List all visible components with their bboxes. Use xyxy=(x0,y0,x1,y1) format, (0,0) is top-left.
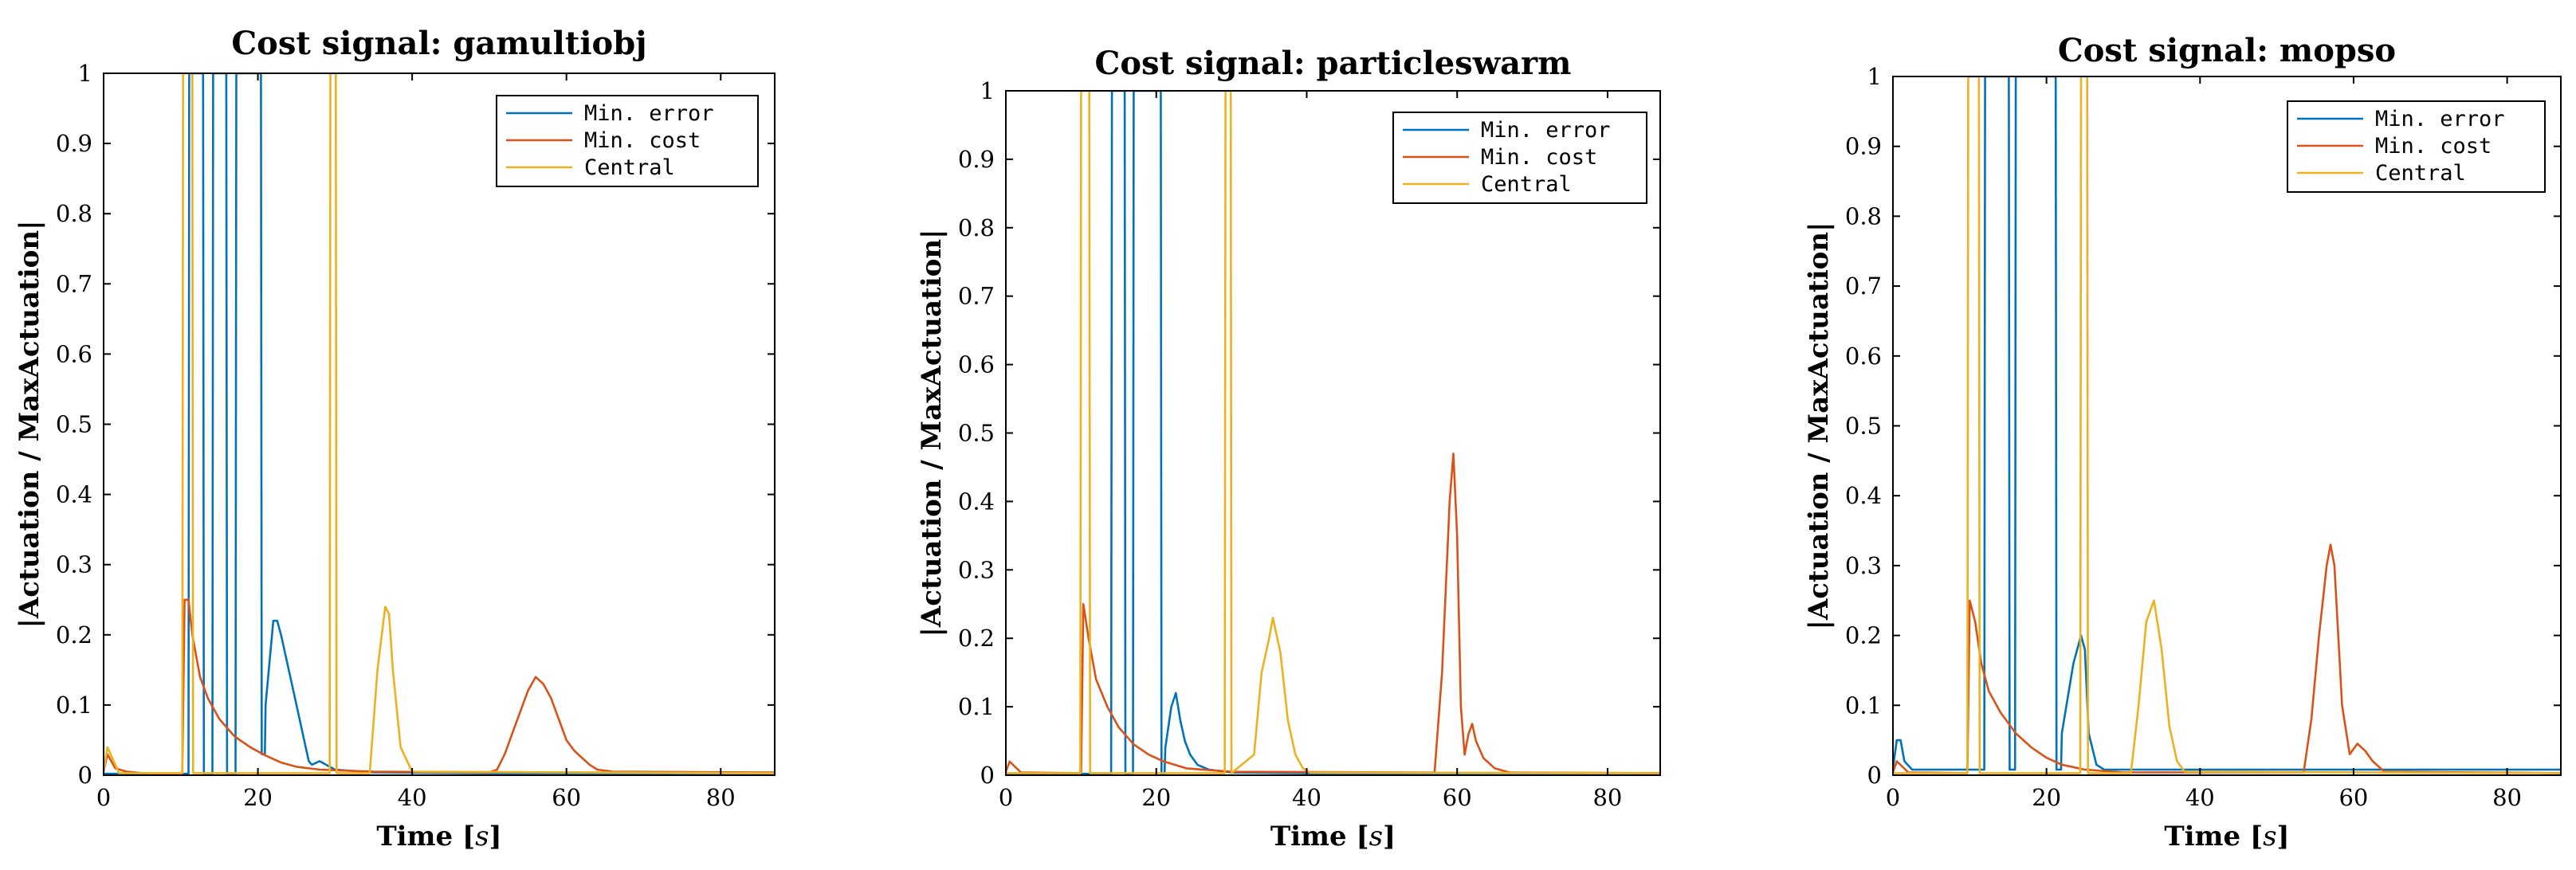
x-tick-label: 0 xyxy=(999,784,1013,811)
y-tick-label: 0.5 xyxy=(958,420,995,447)
x-axis-label: Time [s] xyxy=(1270,821,1396,852)
legend-label-0: Min. error xyxy=(584,101,714,126)
y-tick-label: 0.4 xyxy=(1845,482,1882,509)
y-tick-label: 0.2 xyxy=(958,625,995,652)
y-axis-label: |Actuation / MaxActuation| xyxy=(916,229,948,637)
plot-area xyxy=(1893,76,2561,775)
y-tick-label: 0.6 xyxy=(56,340,92,367)
y-tick-label: 0 xyxy=(1867,762,1882,789)
plot-area xyxy=(104,73,775,775)
x-axis-unit: s xyxy=(1369,821,1383,852)
chart-title: Cost signal: gamultiobj xyxy=(231,25,646,62)
y-tick-label: 0.5 xyxy=(56,411,92,438)
x-tick-label: 0 xyxy=(96,784,111,811)
y-tick-label: 0.2 xyxy=(56,621,92,649)
x-tick-label: 80 xyxy=(1592,784,1622,811)
y-tick-label: 0.6 xyxy=(1845,343,1882,370)
y-tick-label: 0.1 xyxy=(958,693,995,720)
x-tick-label: 60 xyxy=(1443,784,1472,811)
y-tick-label: 0.3 xyxy=(958,556,995,583)
series-group xyxy=(104,73,775,775)
y-tick-label: 0.9 xyxy=(1845,133,1882,160)
series-line-2 xyxy=(104,73,775,774)
series-line-0 xyxy=(1893,76,2561,771)
x-tick-label: 60 xyxy=(2338,784,2368,811)
y-axis-label: |Actuation / MaxActuation| xyxy=(14,221,45,629)
y-tick-label: 0.3 xyxy=(56,551,92,578)
legend-label-1: Min. cost xyxy=(584,128,701,153)
legend-label-2: Central xyxy=(1481,172,1572,197)
y-tick-label: 1 xyxy=(980,77,995,104)
x-tick-label: 80 xyxy=(2492,784,2522,811)
y-tick-label: 0 xyxy=(78,762,92,789)
series-line-2 xyxy=(1006,91,1660,774)
x-tick-label: 40 xyxy=(2185,784,2215,811)
chart-title: Cost signal: mopso xyxy=(2058,32,2396,69)
x-tick-label: 80 xyxy=(706,784,736,811)
x-tick-label: 20 xyxy=(1141,784,1171,811)
legend-label-1: Min. cost xyxy=(1481,145,1597,170)
y-tick-label: 0.2 xyxy=(1845,622,1882,649)
y-tick-label: 0.7 xyxy=(1845,272,1882,300)
y-tick-label: 1 xyxy=(1867,63,1882,90)
y-tick-label: 0.8 xyxy=(1845,202,1882,229)
x-tick-label: 20 xyxy=(2032,784,2061,811)
y-tick-label: 0.1 xyxy=(56,692,92,719)
plot-area xyxy=(1006,91,1660,775)
x-tick-label: 40 xyxy=(1292,784,1321,811)
chart-2: 0 0.1 0.2 0.3 0.4 0.5 0.6 0.7 0.8 0.9 1 0 20 40 60 80 Co… xyxy=(1803,32,2562,852)
y-tick-label: 0.3 xyxy=(1845,552,1882,579)
y-tick-label: 0.9 xyxy=(56,130,92,157)
y-tick-label: 0.9 xyxy=(958,146,995,173)
x-axis-label: Time [s] xyxy=(2164,821,2289,852)
y-tick-label: 0.1 xyxy=(1845,692,1882,719)
chart-1: 0 0.1 0.2 0.3 0.4 0.5 0.6 0.7 0.8 0.9 1 0 20 40 60 80 Co… xyxy=(916,45,1661,852)
x-axis-label: Time [s] xyxy=(376,821,501,852)
legend-label-0: Min. error xyxy=(1481,118,1611,143)
x-axis-unit: s xyxy=(2263,821,2276,852)
series-group xyxy=(1893,76,2561,774)
legend-label-0: Min. error xyxy=(2375,107,2505,131)
x-tick-label: 40 xyxy=(398,784,427,811)
y-tick-label: 0.7 xyxy=(56,270,92,297)
y-axis-label: |Actuation / MaxActuation| xyxy=(1803,222,1835,630)
series-line-2 xyxy=(1893,76,2561,774)
y-tick-label: 0.8 xyxy=(56,200,92,227)
chart-0: 0 0.1 0.2 0.3 0.4 0.5 0.6 0.7 0.8 0.9 1 0 20 40 60 80 Co… xyxy=(14,25,776,852)
y-tick-label: 0.6 xyxy=(958,351,995,378)
x-tick-label: 60 xyxy=(552,784,581,811)
legend-label-1: Min. cost xyxy=(2375,134,2492,159)
y-tick-label: 0.7 xyxy=(958,283,995,310)
x-axis-unit: s xyxy=(475,821,489,852)
y-tick-label: 0.5 xyxy=(1845,413,1882,440)
y-tick-label: 0.4 xyxy=(958,488,995,515)
y-tick-label: 0.8 xyxy=(958,214,995,241)
y-tick-label: 0 xyxy=(980,762,995,789)
chart-title: Cost signal: particleswarm xyxy=(1095,45,1572,82)
x-tick-label: 20 xyxy=(243,784,273,811)
legend-label-2: Central xyxy=(2375,161,2466,186)
x-tick-label: 0 xyxy=(1886,784,1900,811)
legend-label-2: Central xyxy=(584,155,675,180)
y-tick-label: 0.4 xyxy=(56,481,92,508)
series-group xyxy=(1006,91,1660,775)
y-tick-label: 1 xyxy=(78,60,92,87)
